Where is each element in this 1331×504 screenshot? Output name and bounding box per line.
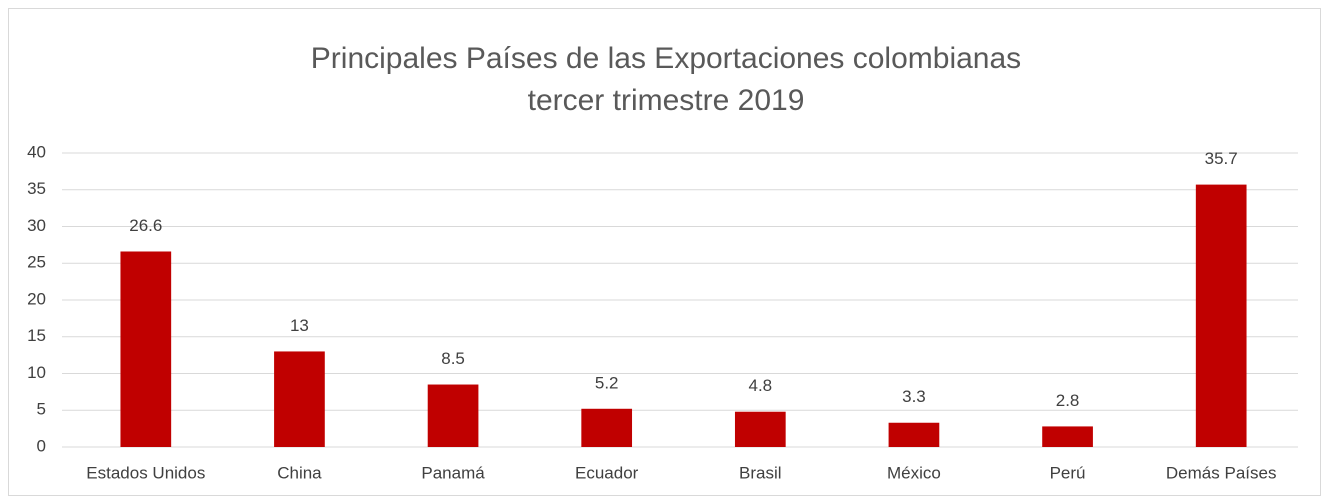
- bar: [1042, 426, 1093, 447]
- chart-title: tercer trimestre 2019: [528, 84, 805, 117]
- data-label: 2.8: [1056, 391, 1080, 410]
- bar: [888, 422, 940, 447]
- bar: [581, 408, 633, 447]
- x-tick-label: Ecuador: [575, 463, 639, 482]
- y-tick-label: 40: [27, 142, 46, 161]
- bar: [427, 384, 479, 447]
- data-label: 3.3: [902, 387, 926, 406]
- x-tick-label: Estados Unidos: [86, 463, 205, 482]
- data-label: 13: [290, 316, 309, 335]
- data-label: 5.2: [595, 373, 619, 392]
- data-label: 26.6: [129, 216, 162, 235]
- y-tick-label: 30: [27, 216, 46, 235]
- data-label: 4.8: [748, 376, 772, 395]
- data-label: 35.7: [1205, 149, 1238, 168]
- bar: [1195, 184, 1247, 448]
- chart-border: [8, 8, 1321, 496]
- y-tick-label: 5: [37, 400, 46, 419]
- x-tick-label: Brasil: [739, 463, 782, 482]
- y-tick-label: 15: [27, 326, 46, 345]
- y-tick-label: 20: [27, 289, 46, 308]
- bar: [120, 251, 172, 447]
- y-tick-label: 10: [27, 363, 46, 382]
- x-tick-label: Demás Países: [1166, 463, 1277, 482]
- y-tick-label: 25: [27, 253, 46, 272]
- bar: [274, 351, 325, 447]
- x-tick-label: Perú: [1050, 463, 1086, 482]
- x-tick-label: Panamá: [421, 463, 485, 482]
- y-tick-label: 0: [37, 436, 46, 455]
- y-tick-label: 35: [27, 179, 46, 198]
- chart-title: Principales Países de las Exportaciones …: [311, 42, 1021, 75]
- x-tick-label: China: [277, 463, 322, 482]
- x-tick-label: México: [887, 463, 941, 482]
- bar: [734, 411, 786, 447]
- data-label: 8.5: [441, 349, 465, 368]
